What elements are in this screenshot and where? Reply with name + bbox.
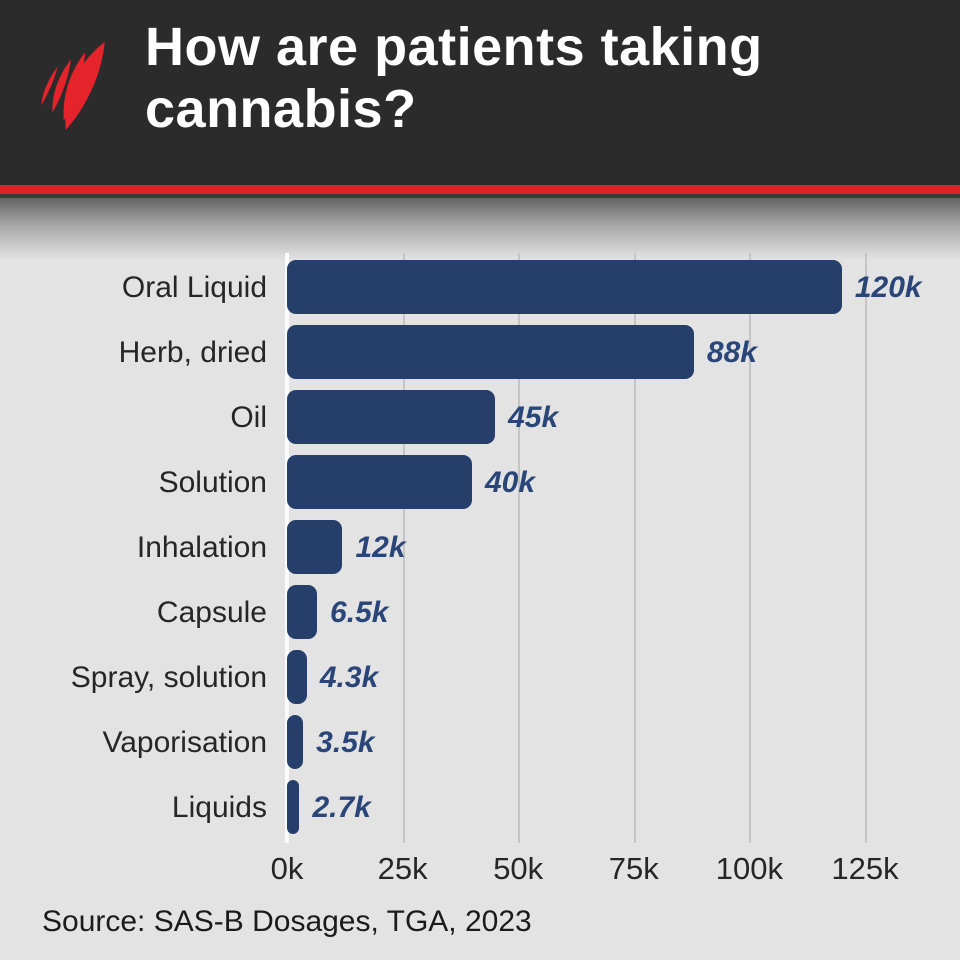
page-title: How are patients taking cannabis? — [145, 17, 763, 139]
value-label: 40k — [484, 465, 536, 499]
bar — [287, 325, 694, 379]
gridline — [633, 253, 636, 843]
x-tick-label: 75k — [608, 851, 659, 886]
bar-row: Inhalation 12k — [0, 515, 960, 580]
bar — [287, 520, 343, 574]
bar-track: 12k — [287, 515, 960, 580]
category-label: Liquids — [171, 791, 267, 824]
bar-row: Liquids 2.7k — [0, 775, 960, 840]
bar-track: 6.5k — [287, 580, 960, 645]
bar — [287, 585, 318, 639]
gridline — [865, 253, 867, 843]
x-tick-label: 100k — [715, 851, 784, 886]
bar-row: Spray, solution 4.3k — [0, 645, 960, 710]
category-label: Vaporisation — [102, 726, 267, 759]
bar-row: Oral Liquid 120k — [0, 255, 960, 320]
value-label: 2.7k — [312, 790, 371, 824]
bar — [287, 455, 472, 509]
value-label: 45k — [508, 400, 559, 434]
bar-track: 120k — [287, 255, 960, 320]
category-label: Oral Liquid — [121, 271, 267, 304]
source-text: Source: SAS-B Dosages, TGA, 2023 — [42, 905, 532, 938]
bar-track: 40k — [287, 450, 960, 515]
header: How are patients taking cannabis? — [0, 0, 960, 185]
sbs-logo-icon — [41, 42, 105, 130]
value-label: 120k — [854, 270, 922, 304]
header-shadow — [0, 198, 960, 260]
category-label: Capsule — [156, 596, 267, 629]
bar — [287, 260, 842, 314]
bar — [287, 650, 307, 704]
bar — [287, 715, 304, 769]
header-underline — [0, 194, 960, 198]
x-tick-label: 125k — [831, 851, 899, 886]
category-label: Spray, solution — [70, 661, 267, 694]
bar-row: Vaporisation 3.5k — [0, 710, 960, 775]
gridline — [402, 253, 405, 843]
bar-chart: Oral Liquid 120k Herb, dried 88k Oil 45k Solut… — [0, 253, 960, 903]
bar-track: 2.7k — [287, 775, 960, 840]
bar — [287, 390, 496, 444]
bar-rows: Oral Liquid 120k Herb, dried 88k Oil 45k Solut… — [0, 255, 960, 840]
x-tick-label: 0k — [270, 851, 304, 886]
bar-row: Solution 40k — [0, 450, 960, 515]
bar — [287, 780, 300, 834]
value-label: 88k — [706, 335, 757, 369]
bar-row: Capsule 6.5k — [0, 580, 960, 645]
category-label: Herb, dried — [118, 336, 267, 369]
bar-row: Oil 45k — [0, 385, 960, 450]
gridline — [518, 253, 521, 843]
bar-track: 45k — [287, 385, 960, 450]
red-divider — [0, 185, 960, 194]
bar-track: 88k — [287, 320, 960, 385]
category-label: Oil — [230, 401, 267, 434]
category-label: Solution — [158, 466, 267, 499]
value-label: 6.5k — [330, 595, 389, 629]
value-label: 4.3k — [319, 660, 379, 694]
bar-row: Herb, dried 88k — [0, 320, 960, 385]
bar-track: 4.3k — [287, 645, 960, 710]
gridline — [749, 253, 752, 843]
value-label: 12k — [355, 530, 406, 564]
x-tick-label: 25k — [377, 851, 428, 886]
x-axis: 0k 25k 50k 75k 100k 125k — [271, 851, 899, 891]
x-tick-label: 50k — [493, 851, 544, 886]
category-label: Inhalation — [136, 531, 267, 564]
bar-track: 3.5k — [287, 710, 960, 775]
value-label: 3.5k — [316, 725, 375, 759]
